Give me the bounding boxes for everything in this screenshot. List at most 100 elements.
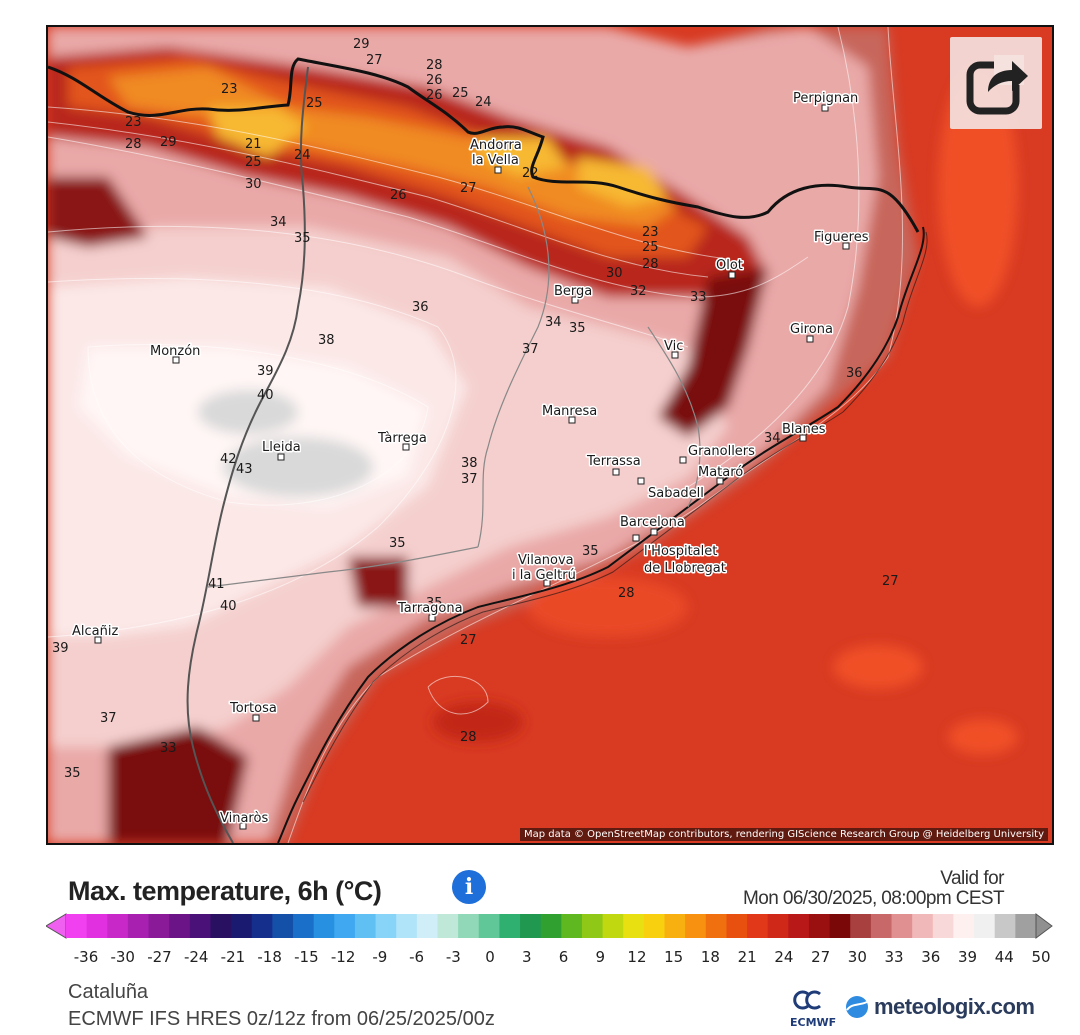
scale-swatch (1015, 914, 1037, 938)
scale-swatch (664, 914, 686, 938)
scale-swatch (974, 914, 996, 938)
city-label: la Vella (472, 153, 519, 168)
scale-swatch (891, 914, 913, 938)
scale-swatch (788, 914, 810, 938)
scale-swatch (808, 914, 831, 938)
city-label: Monzón (150, 344, 200, 359)
city-label: Olot (716, 258, 743, 273)
scale-swatch (86, 914, 108, 938)
scale-swatch (478, 914, 501, 938)
scale-swatch (912, 914, 934, 938)
contour-label: 23 (642, 225, 659, 240)
contour-label: 22 (522, 166, 539, 181)
city-markers (94, 104, 850, 830)
contour-label: 28 (426, 58, 443, 73)
scale-swatch (313, 914, 335, 938)
contour-label: 37 (522, 342, 539, 357)
scale-tick-label: 39 (957, 948, 978, 966)
scale-swatch (643, 914, 666, 938)
city-label: Alcañiz (72, 624, 118, 639)
scale-tick-label: 0 (485, 948, 495, 966)
scale-tick-label: -36 (73, 948, 99, 966)
ecmwf-text: ECMWF (790, 1016, 836, 1029)
scale-swatch (396, 914, 418, 938)
temperature-map[interactable]: 29 27 28 26 26 23 25 25 24 23 28 29 21 2… (46, 25, 1054, 845)
scale-swatch (602, 914, 624, 938)
contour-label: 38 (318, 333, 335, 348)
scale-swatch (334, 914, 356, 938)
contour-label: 33 (690, 290, 707, 305)
contour-label: 35 (64, 766, 81, 781)
scale-swatch (354, 914, 377, 938)
scale-swatch (107, 914, 129, 938)
city-label: Girona (790, 322, 833, 337)
color-scale (46, 913, 1053, 939)
city-label: Vilanova (518, 553, 574, 568)
scale-tick-label: -30 (110, 948, 135, 966)
scale-tick-label: -24 (183, 948, 209, 966)
city-label: Perpignan (793, 91, 858, 106)
scale-swatch (561, 914, 583, 938)
scale-swatch (499, 914, 521, 938)
city-label: Blanes (782, 422, 826, 437)
map-canvas: 29 27 28 26 26 23 25 25 24 23 28 29 21 2… (48, 27, 1052, 843)
scale-swatch (623, 914, 645, 938)
scale-swatch (932, 914, 955, 938)
model-info: ECMWF IFS HRES 0z/12z from 06/25/2025/00… (68, 1008, 495, 1030)
contour-label: 38 (461, 456, 478, 471)
contour-label: 37 (100, 711, 117, 726)
contour-label: 39 (257, 364, 274, 379)
scale-swatch (520, 914, 542, 938)
contour-label: 40 (220, 599, 237, 614)
scale-tick-label: 36 (921, 948, 941, 966)
scale-swatch (293, 914, 315, 938)
contour-label: 28 (125, 137, 142, 152)
city-label: Barcelona (620, 515, 685, 530)
scale-tick-label: 15 (664, 948, 684, 966)
scale-tick-label: 33 (884, 948, 904, 966)
contour-label: 34 (764, 431, 781, 446)
contour-label: 27 (882, 574, 899, 589)
scale-tick-label: -3 (445, 948, 461, 966)
scale-swatch (458, 914, 480, 938)
scale-tick-label: -9 (372, 948, 388, 966)
scale-swatch (540, 914, 562, 938)
contour-label: 23 (125, 115, 142, 130)
city-label: Tarragona (397, 601, 463, 616)
scale-swatch (437, 914, 459, 938)
contour-label: 28 (460, 730, 477, 745)
contour-label: 32 (630, 284, 647, 299)
share-button[interactable] (950, 37, 1042, 129)
scale-swatch (231, 914, 253, 938)
scale-swatch (169, 914, 191, 938)
brand-name: meteologix.com (874, 994, 1035, 1019)
contour-label: 27 (460, 181, 477, 196)
city-label: Manresa (542, 404, 597, 419)
meteologix-logo[interactable]: meteologix.com (844, 990, 1035, 1024)
contour-label: 26 (390, 188, 407, 203)
city-label: Tortosa (229, 701, 277, 716)
contour-label: 25 (642, 240, 659, 255)
city-label: Terrassa (586, 454, 641, 469)
scale-swatch (953, 914, 975, 938)
city-label: Mataró (698, 465, 743, 480)
scale-swatch (66, 914, 88, 938)
contour-label: 24 (475, 95, 492, 110)
scale-tick-label: 27 (811, 948, 831, 966)
city-label: Vic (664, 339, 683, 354)
scale-min-arrow (46, 913, 67, 939)
contour-label: 35 (582, 544, 599, 559)
scale-swatch (726, 914, 748, 938)
map-attribution[interactable]: Map data © OpenStreetMap contributors, r… (520, 828, 1048, 841)
city-label: i la Geltrú (512, 568, 576, 583)
contour-label: 35 (389, 536, 406, 551)
scale-swatch (416, 914, 439, 938)
city-label: Andorra (470, 138, 522, 153)
info-icon[interactable]: i (452, 870, 486, 904)
city-label: Tàrrega (377, 431, 427, 446)
contour-label: 21 (245, 137, 262, 152)
scale-tick-label: 50 (1031, 948, 1051, 966)
valid-date: Mon 06/30/2025, 08:00pm CEST (743, 888, 1005, 909)
globe-icon (846, 996, 868, 1018)
scale-swatch (251, 914, 273, 938)
